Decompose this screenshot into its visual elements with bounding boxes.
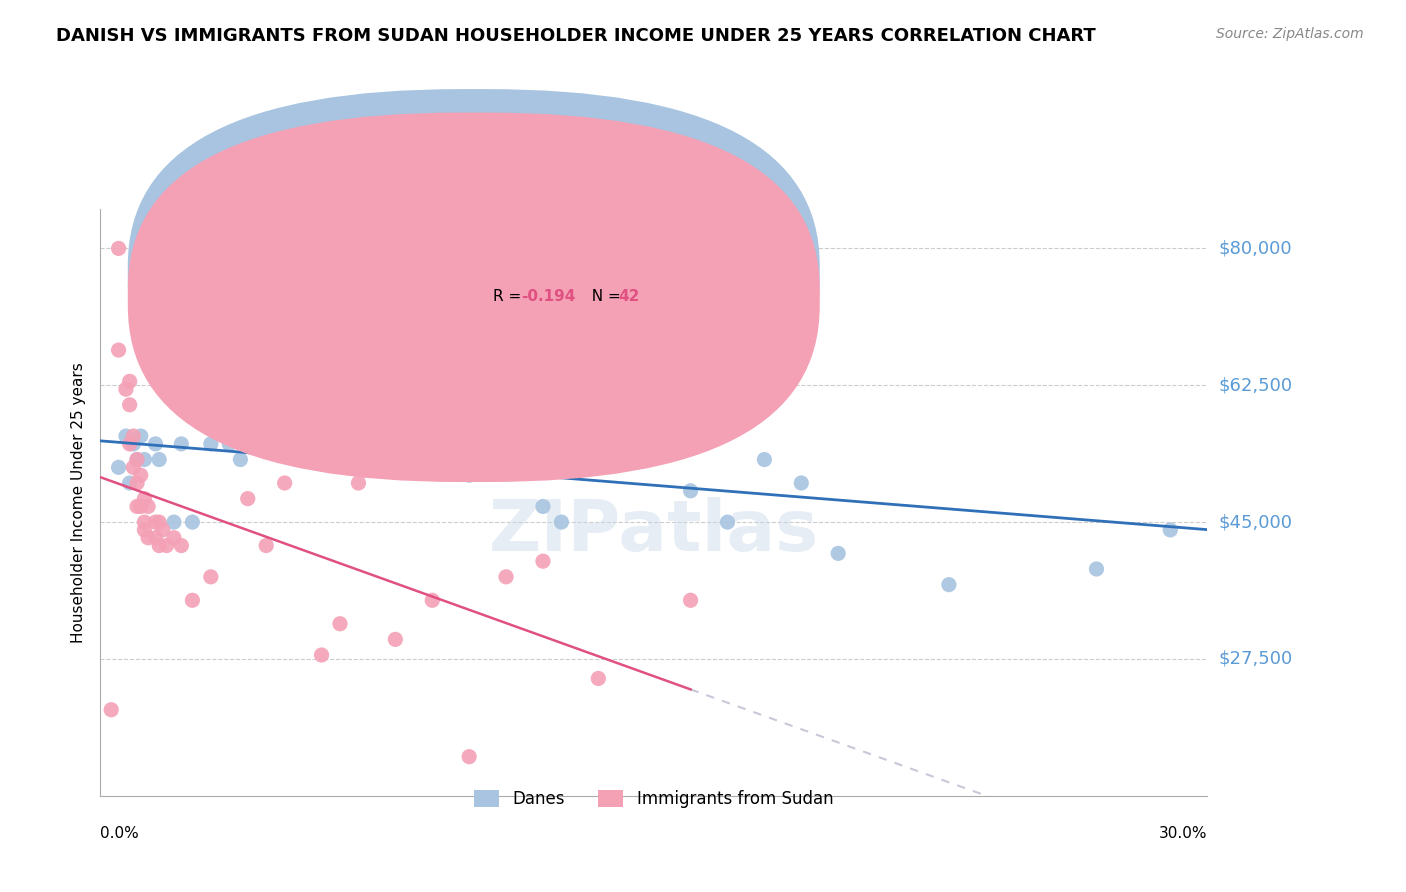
- Point: [107, 460, 129, 475]
- Point: [118, 398, 141, 412]
- Point: [311, 648, 333, 662]
- Point: [329, 616, 352, 631]
- Point: [236, 491, 259, 506]
- Point: [145, 515, 167, 529]
- Text: N =: N =: [582, 265, 626, 279]
- Text: 35: 35: [619, 265, 640, 279]
- Point: [122, 460, 145, 475]
- Text: -0.385: -0.385: [520, 265, 575, 279]
- Point: [1159, 523, 1181, 537]
- Point: [100, 703, 122, 717]
- Point: [118, 437, 141, 451]
- Point: [170, 437, 193, 451]
- Text: DANISH VS IMMIGRANTS FROM SUDAN HOUSEHOLDER INCOME UNDER 25 YEARS CORRELATION CH: DANISH VS IMMIGRANTS FROM SUDAN HOUSEHOL…: [56, 27, 1097, 45]
- Point: [311, 319, 333, 334]
- Point: [420, 593, 443, 607]
- Point: [145, 531, 167, 545]
- Point: [145, 437, 167, 451]
- Point: [125, 452, 148, 467]
- Point: [125, 452, 148, 467]
- Text: $27,500: $27,500: [1219, 650, 1292, 668]
- Point: [716, 515, 738, 529]
- Point: [134, 452, 156, 467]
- Point: [125, 500, 148, 514]
- Point: [347, 460, 370, 475]
- Point: [790, 475, 813, 490]
- Text: $80,000: $80,000: [1219, 239, 1292, 258]
- Point: [938, 577, 960, 591]
- Point: [118, 375, 141, 389]
- Point: [347, 475, 370, 490]
- Text: $62,500: $62,500: [1219, 376, 1292, 394]
- Point: [513, 421, 536, 435]
- Point: [200, 437, 222, 451]
- Point: [329, 421, 352, 435]
- Point: [827, 546, 849, 560]
- FancyBboxPatch shape: [128, 112, 820, 482]
- Point: [134, 523, 156, 537]
- Point: [181, 515, 204, 529]
- Point: [148, 452, 170, 467]
- Text: R =: R =: [494, 265, 526, 279]
- Point: [679, 483, 702, 498]
- Point: [148, 539, 170, 553]
- Text: ZIPatlas: ZIPatlas: [489, 498, 818, 566]
- Point: [531, 500, 554, 514]
- Text: R =: R =: [494, 289, 526, 303]
- Point: [218, 437, 240, 451]
- FancyBboxPatch shape: [128, 89, 820, 458]
- Point: [115, 429, 138, 443]
- Point: [136, 531, 159, 545]
- Point: [643, 382, 665, 396]
- Point: [458, 468, 481, 483]
- Point: [163, 515, 186, 529]
- Point: [1085, 562, 1108, 576]
- Y-axis label: Householder Income Under 25 years: Householder Income Under 25 years: [72, 362, 86, 643]
- Point: [129, 468, 152, 483]
- Point: [420, 437, 443, 451]
- Point: [440, 460, 463, 475]
- Point: [170, 539, 193, 553]
- Point: [129, 429, 152, 443]
- Point: [754, 452, 776, 467]
- Point: [181, 593, 204, 607]
- Point: [122, 437, 145, 451]
- Point: [458, 749, 481, 764]
- Point: [495, 570, 517, 584]
- Point: [163, 531, 186, 545]
- Point: [118, 475, 141, 490]
- Point: [550, 515, 572, 529]
- Point: [134, 515, 156, 529]
- Point: [115, 382, 138, 396]
- Legend: Danes, Immigrants from Sudan: Danes, Immigrants from Sudan: [465, 782, 842, 817]
- Point: [136, 500, 159, 514]
- Point: [155, 539, 177, 553]
- Point: [134, 491, 156, 506]
- Text: -0.194: -0.194: [520, 289, 575, 303]
- Point: [148, 515, 170, 529]
- Point: [624, 343, 647, 357]
- Point: [107, 241, 129, 255]
- Point: [366, 437, 388, 451]
- Text: N =: N =: [582, 289, 626, 303]
- Text: $45,000: $45,000: [1219, 513, 1292, 531]
- Point: [588, 672, 610, 686]
- FancyBboxPatch shape: [437, 242, 770, 329]
- Text: 42: 42: [619, 289, 640, 303]
- Point: [200, 570, 222, 584]
- Point: [679, 593, 702, 607]
- Point: [122, 429, 145, 443]
- Point: [107, 343, 129, 357]
- Point: [531, 554, 554, 568]
- Text: 0.0%: 0.0%: [100, 826, 139, 841]
- Point: [254, 539, 277, 553]
- Point: [384, 632, 406, 647]
- Point: [129, 500, 152, 514]
- Text: 30.0%: 30.0%: [1159, 826, 1208, 841]
- Point: [125, 475, 148, 490]
- Point: [152, 523, 174, 537]
- Text: Source: ZipAtlas.com: Source: ZipAtlas.com: [1216, 27, 1364, 41]
- Point: [273, 475, 295, 490]
- Point: [229, 452, 252, 467]
